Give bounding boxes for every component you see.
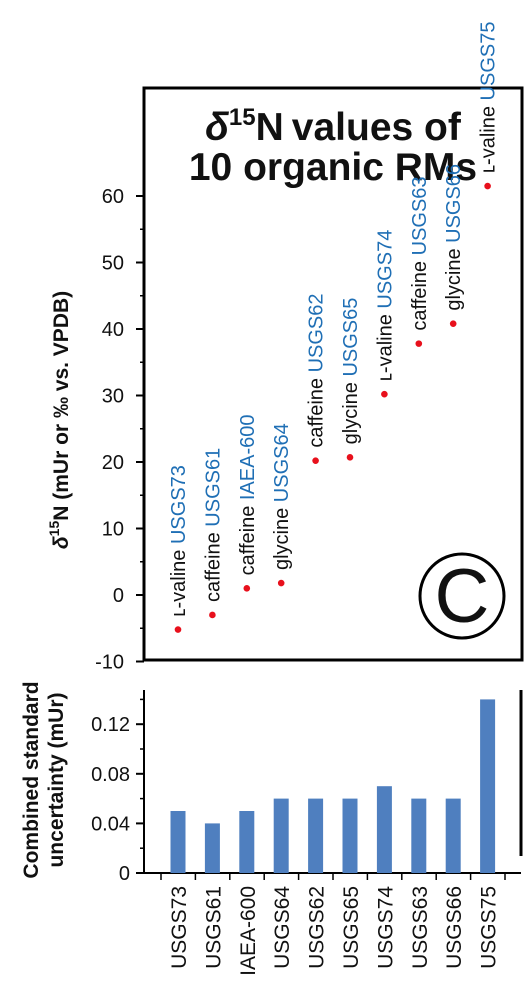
point-label: ʟ-valine USGS74 [374, 230, 396, 382]
rm-name: IAEA-600 [237, 414, 259, 500]
point-label: glycine USGS64 [271, 423, 293, 570]
rm-name: USGS62 [306, 293, 328, 372]
chart-title-line2: 10 organic RMs [189, 146, 477, 189]
title-text: values of [292, 106, 462, 149]
bar [204, 823, 220, 873]
ylabel-rest: N (mUr or ‰ vs. VPDB) [50, 291, 73, 521]
category-label: USGS65 [340, 886, 363, 969]
ylabel-superscript: 15 [46, 521, 62, 537]
bar-y-tick-label: 0 [119, 863, 130, 885]
y-tick-label: 10 [102, 519, 124, 541]
compound-name: ʟ-valine [168, 544, 190, 617]
bar [308, 798, 324, 873]
bar-y-tick-label: 0.08 [91, 764, 130, 786]
data-point [277, 579, 285, 587]
data-point [484, 182, 491, 190]
point-label: caffeine IAEA-600 [237, 414, 259, 575]
y-tick-label: 40 [102, 319, 124, 341]
category-label: USGS66 [443, 886, 466, 969]
compound-name: ʟ-valine [374, 309, 396, 382]
category-label: USGS62 [306, 886, 329, 969]
y-tick-label: 20 [102, 452, 124, 474]
category-label: USGS63 [409, 886, 432, 969]
compound-name: glycine [271, 502, 293, 570]
y-tick-label: -10 [95, 652, 124, 674]
rm-name: USGS63 [409, 176, 431, 255]
rm-name: USGS73 [168, 465, 190, 544]
category-label: USGS61 [202, 886, 225, 969]
rm-name: USGS61 [202, 448, 224, 527]
rm-name: USGS75 [478, 22, 500, 101]
compound-name: glycine [443, 243, 465, 311]
title-superscript: 15 [229, 104, 256, 131]
panel-label-letter: C [435, 554, 490, 639]
rm-name: USGS74 [374, 230, 396, 309]
scatter-y-axis-label: δ15N (mUr or ‰ vs. VPDB) [46, 291, 73, 549]
y-tick-label: 0 [113, 585, 124, 607]
data-point [346, 454, 354, 461]
bar-y-axis-label-line2: uncertainty (mUr) [45, 692, 68, 867]
category-label: IAEA-600 [237, 886, 260, 976]
category-label: USGS74 [374, 886, 397, 969]
point-label: caffeine USGS63 [409, 176, 431, 330]
rm-name: USGS66 [443, 164, 465, 243]
y-tick-label: 30 [102, 386, 124, 408]
scatter-plot-frame [142, 86, 524, 662]
compound-name: caffeine [202, 527, 224, 602]
bar [239, 811, 255, 873]
data-point [243, 585, 251, 592]
y-tick-label: 60 [102, 186, 124, 208]
title-element: N [256, 106, 284, 149]
compound-name: caffeine [237, 500, 259, 575]
bar-y-tick-label: 0.04 [91, 813, 130, 835]
bar [273, 798, 289, 873]
category-label: USGS73 [168, 886, 191, 969]
bar [480, 699, 496, 873]
bar-y-axis-label-line1: Combined standard [20, 681, 43, 878]
compound-name: glycine [340, 377, 362, 445]
ylabel-delta: δ [50, 536, 73, 549]
data-point [449, 320, 457, 327]
bar [170, 811, 186, 873]
compound-name: caffeine [306, 372, 328, 447]
panel-label-circle [418, 552, 506, 640]
point-label: caffeine USGS61 [202, 448, 224, 602]
data-point [174, 626, 182, 633]
compound-name: ʟ-valine [478, 100, 500, 173]
bar [342, 798, 358, 873]
category-label: USGS75 [478, 886, 501, 969]
point-label: glycine USGS66 [443, 164, 465, 311]
rm-name: USGS64 [271, 423, 293, 502]
y-tick-label: 50 [102, 253, 124, 275]
data-point [415, 340, 423, 347]
rm-name: USGS65 [340, 298, 362, 377]
bar [411, 798, 427, 873]
data-point [381, 390, 388, 398]
compound-name: caffeine [409, 255, 431, 330]
bar [376, 786, 392, 873]
point-label: ʟ-valine USGS75 [478, 22, 500, 174]
point-label: ʟ-valine USGS73 [168, 465, 190, 617]
chart-title-line1: δ15N values of [205, 104, 462, 149]
data-point [312, 457, 319, 464]
data-point [209, 611, 216, 619]
category-label: USGS64 [271, 886, 294, 969]
point-label: caffeine USGS62 [306, 293, 328, 447]
title-delta: δ [205, 106, 229, 149]
bar-y-tick-label: 0.12 [91, 714, 130, 736]
bar [445, 798, 461, 873]
point-label: glycine USGS65 [340, 298, 362, 445]
